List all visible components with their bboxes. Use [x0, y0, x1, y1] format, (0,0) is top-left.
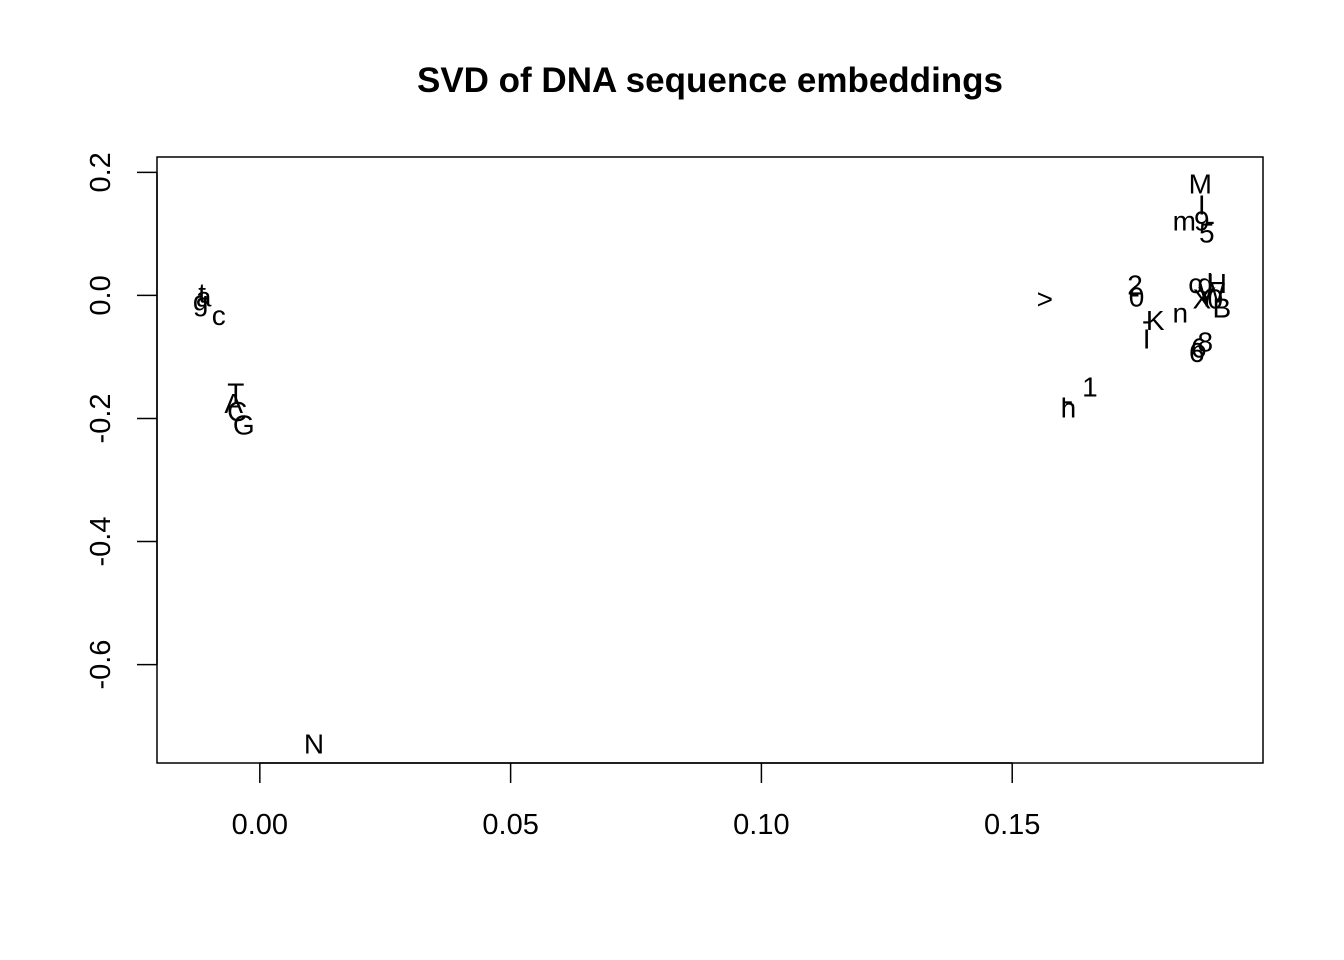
point-label: N [304, 728, 324, 759]
point-label: > [1037, 284, 1053, 315]
point-label: C [227, 396, 247, 427]
point-label: a [196, 282, 212, 313]
point-label: K [1146, 305, 1165, 336]
y-tick-label: 0.0 [85, 275, 117, 315]
point-label: B [1213, 293, 1232, 324]
x-axis: 0.00 0.05 0.10 0.15 [232, 762, 1040, 841]
point-label: d [1198, 268, 1214, 299]
point-label: W [1199, 277, 1226, 308]
point-label: 0 [1129, 282, 1145, 313]
point-label: c [212, 300, 226, 331]
point-label: I [1143, 323, 1151, 354]
point-label: - [1130, 278, 1139, 309]
point-label: 2 [1127, 269, 1143, 300]
point-label: c [1188, 268, 1202, 299]
chart-title: SVD of DNA sequence embeddings [417, 61, 1003, 100]
point-label: g [193, 285, 209, 316]
point-label: h [1061, 392, 1077, 423]
point-label: t [198, 277, 206, 308]
y-tick-label: -0.6 [85, 640, 117, 690]
point-label: - [1142, 305, 1151, 336]
point-label: 6 [1189, 337, 1205, 368]
y-tick-label: -0.4 [85, 517, 117, 567]
point-label: m [1173, 205, 1196, 236]
point-label: M [1189, 168, 1212, 199]
y-tick-label: 0.2 [85, 152, 117, 192]
x-tick-label: 0.05 [482, 809, 538, 841]
point-label: 6 [1191, 333, 1207, 364]
plot-frame [156, 156, 1264, 764]
x-tick-label: 0.00 [232, 809, 288, 841]
point-label: n [1172, 298, 1188, 329]
x-tick-label: 0.15 [984, 809, 1040, 841]
point-label: 0 [1208, 284, 1224, 315]
point-label: T [227, 378, 244, 409]
y-tick-label: -0.2 [85, 393, 117, 443]
point-label: H [1207, 268, 1227, 299]
point-label: 5 [1199, 218, 1215, 249]
y-axis: 0.2 0.0 -0.2 -0.4 -0.6 [85, 152, 158, 690]
point-label: I [1198, 189, 1206, 220]
point-label: X [1192, 284, 1211, 315]
point-label: 9 [1194, 205, 1210, 236]
x-tick-label: 0.10 [733, 809, 789, 841]
point-label: Y [1197, 282, 1216, 313]
point-label: 1 [1082, 371, 1098, 402]
point-label: 8 [1198, 327, 1214, 358]
point-label: A [224, 388, 243, 419]
point-label: - [1064, 385, 1073, 416]
point-label: - [1206, 205, 1215, 236]
point-label: G [233, 410, 255, 441]
